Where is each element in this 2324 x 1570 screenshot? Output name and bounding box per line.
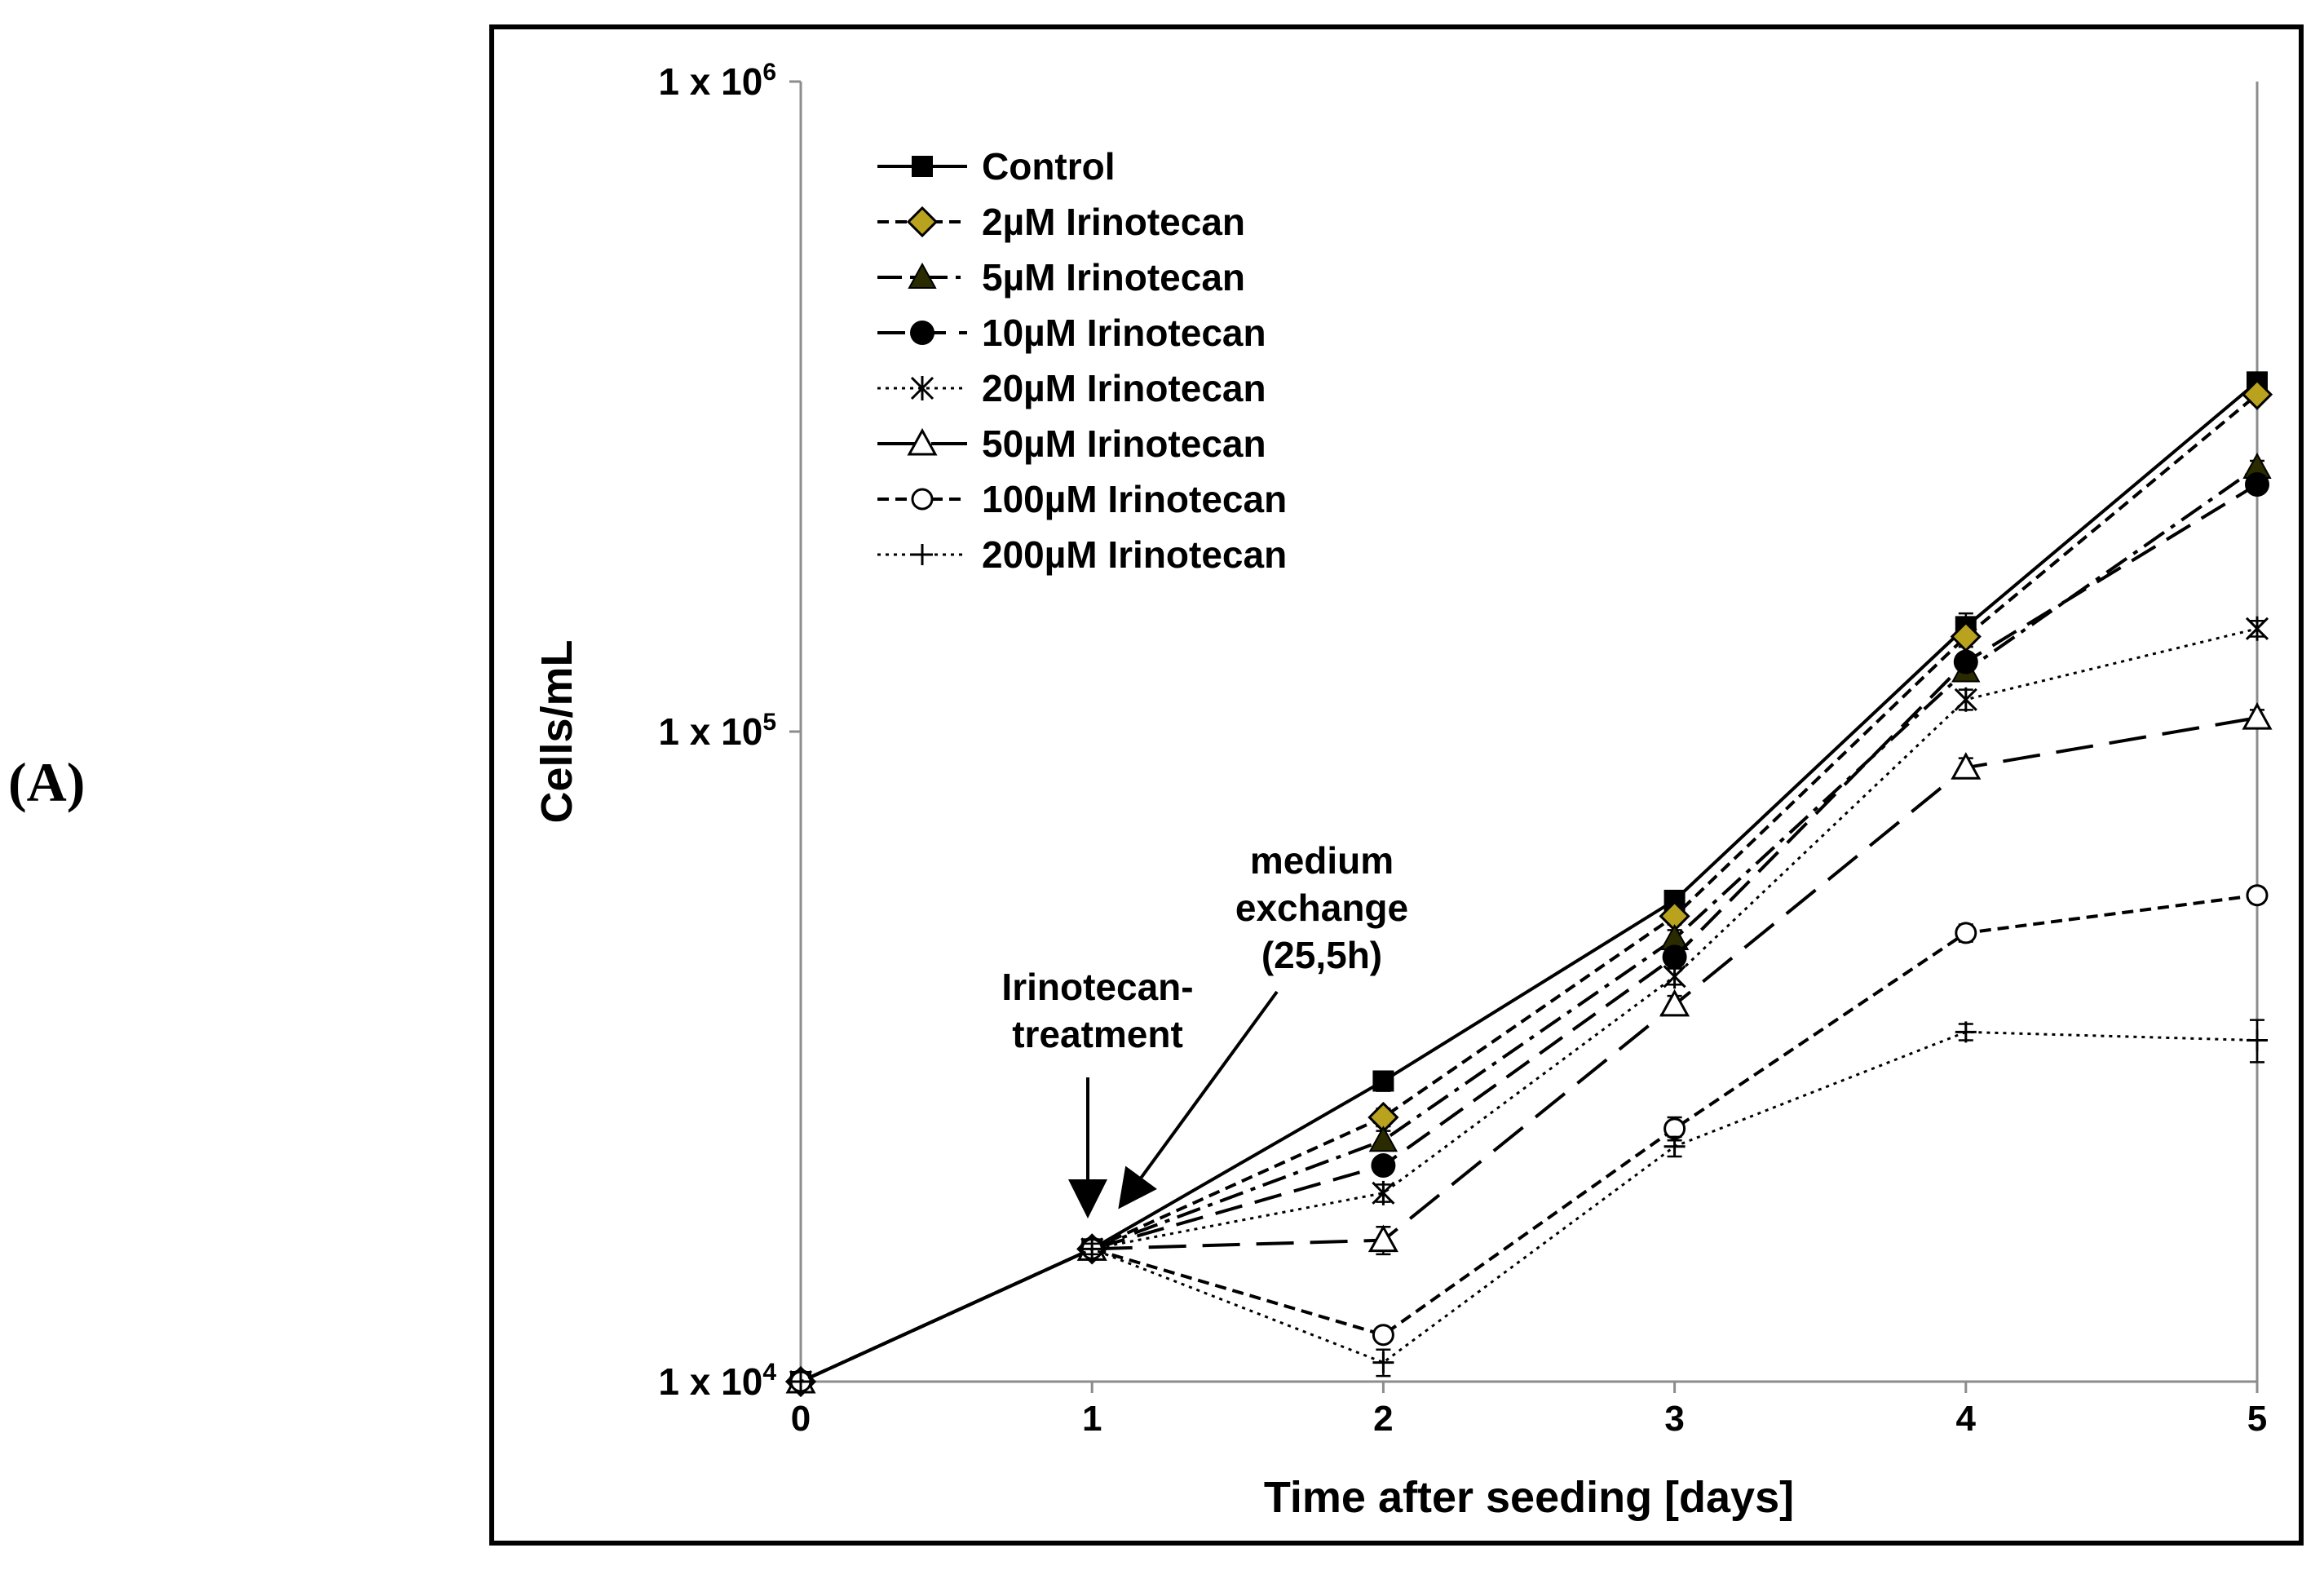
y-tick-exponent: 5 [762, 709, 776, 736]
data-point [1954, 687, 1977, 712]
legend-marker [910, 321, 934, 345]
series-line [800, 393, 2259, 1383]
x-tick-label: 2 [1373, 1399, 1393, 1439]
legend-label: 5µM Irinotecan [982, 256, 1245, 299]
annotation-irinotecan-line: treatment [1012, 1013, 1183, 1055]
x-tick-label: 3 [1664, 1399, 1684, 1439]
series-layer [784, 371, 2273, 1398]
data-point [1081, 1238, 1103, 1260]
data-point [1953, 649, 1978, 674]
series-line [800, 483, 2259, 1383]
legend-marker [912, 544, 933, 565]
legend-label: 200µM Irinotecan [982, 533, 1287, 576]
x-axis-title: Time after seeding [days] [1264, 1473, 1794, 1522]
data-point [2242, 702, 2273, 730]
data-point [2247, 1029, 2268, 1051]
series-line [800, 716, 2258, 1383]
legend-label: 2µM Irinotecan [982, 201, 1245, 243]
y-tick-label: 1 x 105 [658, 709, 776, 753]
data-point [2245, 616, 2269, 641]
legend-marker [912, 156, 933, 177]
data-point [1659, 988, 1690, 1017]
data-point [1372, 1324, 1394, 1347]
series-0 [790, 371, 2268, 1392]
legend-label: Control [982, 145, 1116, 188]
data-point [1367, 1224, 1398, 1253]
data-point [1955, 1021, 1977, 1043]
series-3 [789, 471, 2269, 1394]
data-point [1663, 1117, 1686, 1140]
legend-marker [911, 488, 934, 511]
y-tick-base: 1 x 10 [658, 60, 762, 103]
y-tick-base: 1 x 10 [658, 710, 762, 753]
legend: Control 2µM Irinotecan 5µM Irinotecan 10µM … [877, 145, 1287, 576]
data-point [1371, 1153, 1396, 1179]
data-point [2241, 378, 2273, 410]
series-6 [789, 884, 2269, 1393]
data-point [1663, 964, 1686, 989]
legend-label: 100µM Irinotecan [982, 478, 1287, 520]
legend-label: 20µM Irinotecan [982, 367, 1266, 409]
series-5 [785, 702, 2273, 1394]
x-tick-label: 4 [1956, 1399, 1977, 1439]
annotation-medium-line: (25,5h) [1261, 934, 1382, 976]
legend-label: 10µM Irinotecan [982, 312, 1266, 354]
legend-marker [907, 427, 938, 456]
data-point [1372, 1070, 1394, 1092]
series-2 [786, 452, 2272, 1393]
series-line [800, 380, 2259, 1383]
data-point [1951, 752, 1982, 780]
series-7 [790, 1019, 2268, 1392]
y-tick-exponent: 6 [762, 59, 776, 86]
data-point [1662, 944, 1687, 970]
y-tick-base: 1 x 10 [658, 1360, 762, 1403]
annotation-irinotecan-line: Irinotecan- [1001, 966, 1193, 1008]
legend-marker [906, 206, 939, 238]
arrow-medium-exchange [1118, 990, 1279, 1210]
data-point [1372, 1180, 1395, 1205]
y-tick-exponent: 4 [762, 1359, 776, 1386]
y-axis-title: Cells/mL [532, 639, 581, 823]
legend-marker [908, 262, 937, 289]
data-point [1955, 922, 1977, 944]
legend-marker [910, 376, 934, 400]
series-line [800, 1030, 2258, 1383]
annotation-medium-line: medium [1250, 839, 1394, 882]
data-point [1372, 1351, 1394, 1373]
data-point [2245, 471, 2269, 497]
x-tick-label: 1 [1082, 1399, 1102, 1439]
panel-label: (A) [8, 751, 86, 813]
data-point [2246, 884, 2269, 907]
data-point [790, 1371, 811, 1392]
y-tick-label: 1 x 106 [658, 59, 776, 103]
data-point [1368, 1126, 1398, 1152]
x-tick-label: 0 [791, 1399, 811, 1439]
y-tick-label: 1 x 104 [658, 1359, 776, 1403]
annotations: Irinotecan-treatment medium exchange (25,5h… [1001, 839, 1408, 1218]
series-line [800, 466, 2259, 1383]
annotation-medium-line: exchange [1235, 887, 1408, 929]
x-tick-label: 5 [2247, 1399, 2267, 1439]
data-point [1663, 1135, 1686, 1157]
legend-label: 50µM Irinotecan [982, 422, 1266, 465]
